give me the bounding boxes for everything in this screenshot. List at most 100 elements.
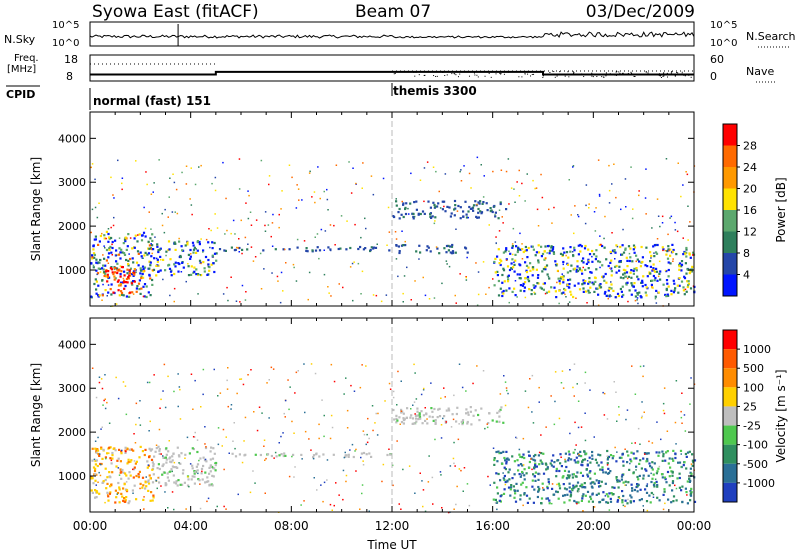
noise-cell <box>313 477 315 479</box>
echo-cell <box>168 457 171 460</box>
echo-cell <box>649 265 652 268</box>
noise-cell <box>263 445 265 447</box>
echo-cell <box>528 466 531 469</box>
echo-cell <box>171 455 174 458</box>
echo-cell <box>593 472 596 475</box>
noise-cell <box>328 292 330 294</box>
noise-cell <box>547 275 550 278</box>
echo-cell <box>597 481 600 484</box>
echo-cell <box>605 281 608 284</box>
noise-cell <box>414 413 416 415</box>
echo-cell <box>138 288 141 291</box>
noise-cell <box>208 228 210 230</box>
noise-cell <box>357 262 360 265</box>
echo-cell <box>90 489 93 492</box>
noise-cell <box>184 457 186 459</box>
noise-cell <box>338 494 340 496</box>
nave-dot <box>663 72 665 74</box>
echo-cell <box>491 419 494 422</box>
echo-cell <box>200 472 203 475</box>
noise-cell <box>104 501 106 504</box>
echo-cell <box>102 480 105 483</box>
x-tick-label: 16:00 <box>475 519 510 533</box>
echo-cell <box>480 407 483 410</box>
echo-cell <box>537 251 541 254</box>
echo-cell <box>153 455 156 458</box>
noise-cell <box>125 481 128 483</box>
echo-cell <box>114 501 117 504</box>
echo-cell <box>142 484 145 487</box>
noise-cell <box>162 390 164 392</box>
echo-cell <box>173 263 176 266</box>
noise-cell <box>453 441 455 444</box>
echo-cell <box>644 283 647 287</box>
noise-cell <box>467 216 469 219</box>
noise-cell <box>111 243 113 246</box>
echo-cell <box>447 407 450 410</box>
echo-cell <box>530 293 533 296</box>
echo-cell <box>140 255 143 258</box>
echo-cell <box>534 462 537 465</box>
noise-cell <box>241 284 244 287</box>
noise-cell <box>193 436 196 438</box>
echo-cell <box>142 231 146 234</box>
echo-cell <box>630 483 633 486</box>
echo-cell <box>526 256 529 259</box>
noise-cell <box>333 224 335 227</box>
noise-cell <box>284 248 286 251</box>
echo-cell <box>669 262 672 265</box>
echo-cell <box>675 253 678 256</box>
nave-dot <box>676 71 678 73</box>
noise-cell <box>271 245 274 247</box>
nave-dot <box>602 76 604 78</box>
echo-cell <box>208 472 211 475</box>
echo-cell <box>549 249 552 252</box>
echo-cell <box>111 271 114 274</box>
noise-cell <box>460 169 462 171</box>
noise-cell <box>635 469 637 471</box>
echo-cell <box>621 253 624 256</box>
echo-cell <box>95 490 98 493</box>
nave-dot <box>591 72 593 74</box>
noise-cell <box>214 462 216 464</box>
echo-cell <box>488 412 491 415</box>
noise-cell <box>582 266 584 269</box>
noise-cell <box>323 273 326 276</box>
echo-cell <box>577 244 580 247</box>
noise-cell <box>108 422 111 424</box>
noise-cell <box>294 466 296 468</box>
echo-cell <box>107 256 110 259</box>
noise-cell <box>360 236 362 239</box>
echo-cell <box>693 500 697 503</box>
echo-cell <box>582 261 585 264</box>
echo-cell <box>166 472 169 475</box>
echo-cell <box>615 244 618 247</box>
echo-cell <box>177 262 180 265</box>
echo-cell <box>573 459 576 462</box>
echo-cell <box>612 289 615 292</box>
echo-cell <box>582 493 585 496</box>
echo-cell <box>585 452 588 455</box>
echo-cell <box>161 464 164 467</box>
noise-cell <box>206 500 208 503</box>
echo-cell <box>602 275 605 278</box>
echo-cell <box>588 281 591 284</box>
noise-cell <box>644 197 647 199</box>
noise-cell <box>361 484 364 486</box>
echo-cell <box>548 277 551 280</box>
echo-cell <box>91 254 94 257</box>
echo-cell <box>577 501 580 504</box>
noise-cell <box>237 493 239 496</box>
echo-cell <box>569 246 572 249</box>
echo-cell <box>156 245 159 248</box>
echo-cell <box>404 206 407 209</box>
echo-cell <box>499 202 502 206</box>
echo-cell <box>493 458 496 462</box>
echo-cell <box>573 284 576 287</box>
noise-cell <box>515 436 517 439</box>
echo-cell <box>149 499 152 502</box>
noise-cell <box>139 400 141 402</box>
echo-cell <box>186 241 189 244</box>
noise-cell <box>513 188 515 190</box>
echo-cell <box>395 204 398 207</box>
